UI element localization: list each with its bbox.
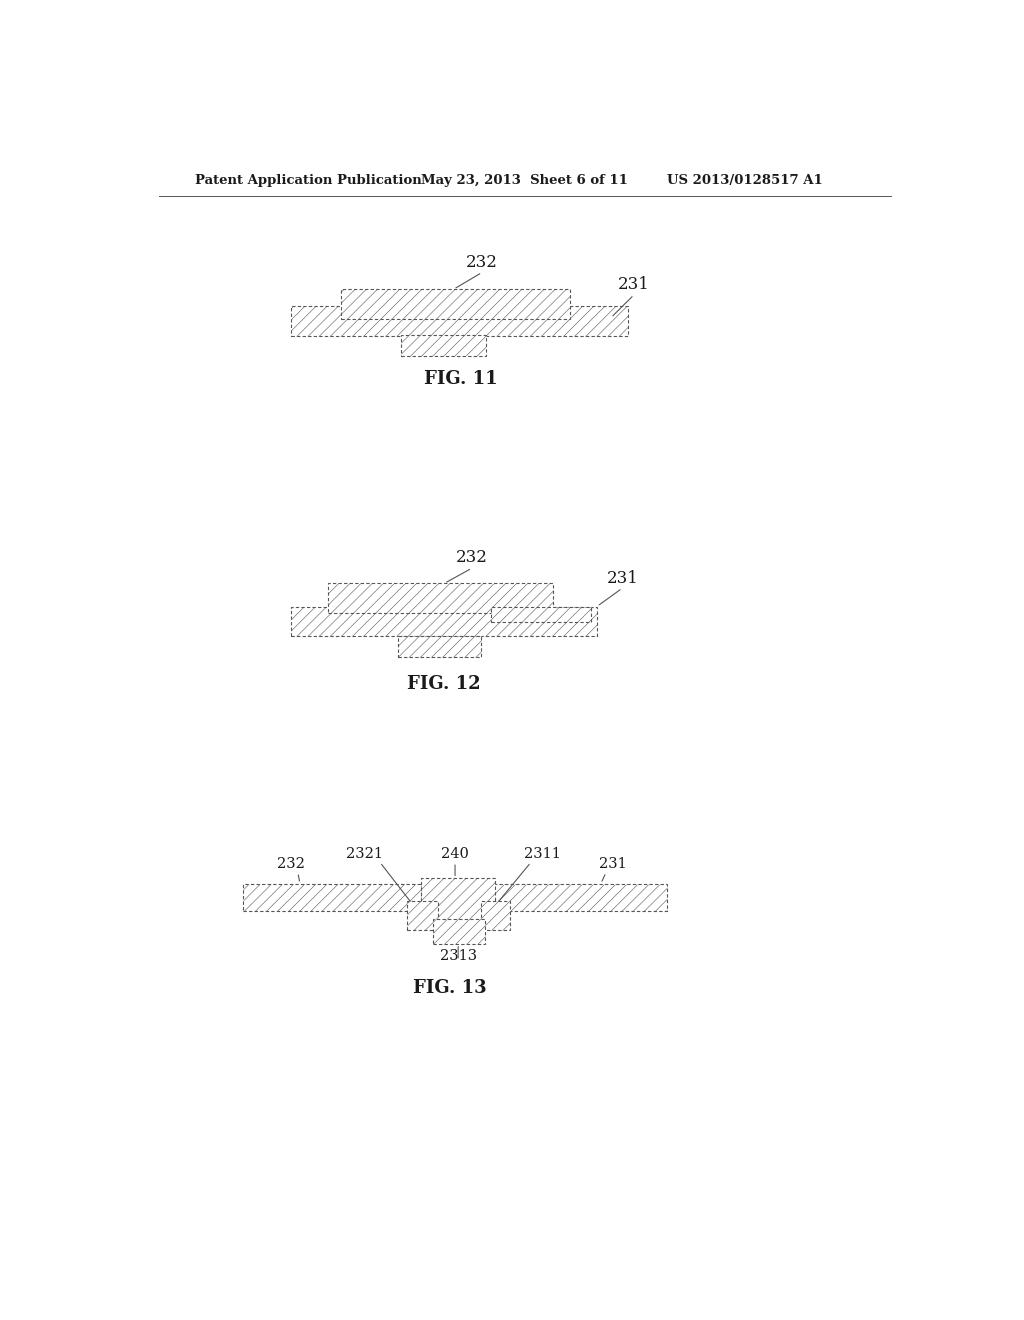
Text: 2311: 2311 (524, 846, 561, 861)
Text: 231: 231 (606, 569, 638, 586)
Text: 232: 232 (456, 549, 488, 566)
Bar (328, 583, 553, 612)
Bar (432, 919, 485, 944)
Text: 232: 232 (276, 857, 305, 871)
Bar (341, 289, 569, 318)
Text: May 23, 2013  Sheet 6 of 11: May 23, 2013 Sheet 6 of 11 (421, 174, 628, 187)
Text: 231: 231 (618, 276, 650, 293)
Bar (291, 306, 628, 335)
Bar (493, 884, 667, 911)
Text: Patent Application Publication: Patent Application Publication (196, 174, 422, 187)
Text: FIG. 12: FIG. 12 (408, 675, 481, 693)
Bar (291, 607, 597, 636)
Bar (480, 900, 510, 929)
Bar (421, 878, 495, 921)
Bar (397, 636, 481, 657)
Text: 2321: 2321 (346, 846, 383, 861)
Text: 231: 231 (598, 857, 627, 871)
Text: US 2013/0128517 A1: US 2013/0128517 A1 (667, 174, 822, 187)
Bar (407, 900, 438, 929)
Bar (400, 335, 486, 356)
Text: 2313: 2313 (439, 949, 477, 964)
Text: 240: 240 (441, 846, 469, 861)
Bar (490, 607, 592, 622)
Text: FIG. 11: FIG. 11 (424, 371, 498, 388)
Text: FIG. 13: FIG. 13 (413, 978, 486, 997)
Bar (243, 884, 421, 911)
Text: 232: 232 (466, 253, 498, 271)
